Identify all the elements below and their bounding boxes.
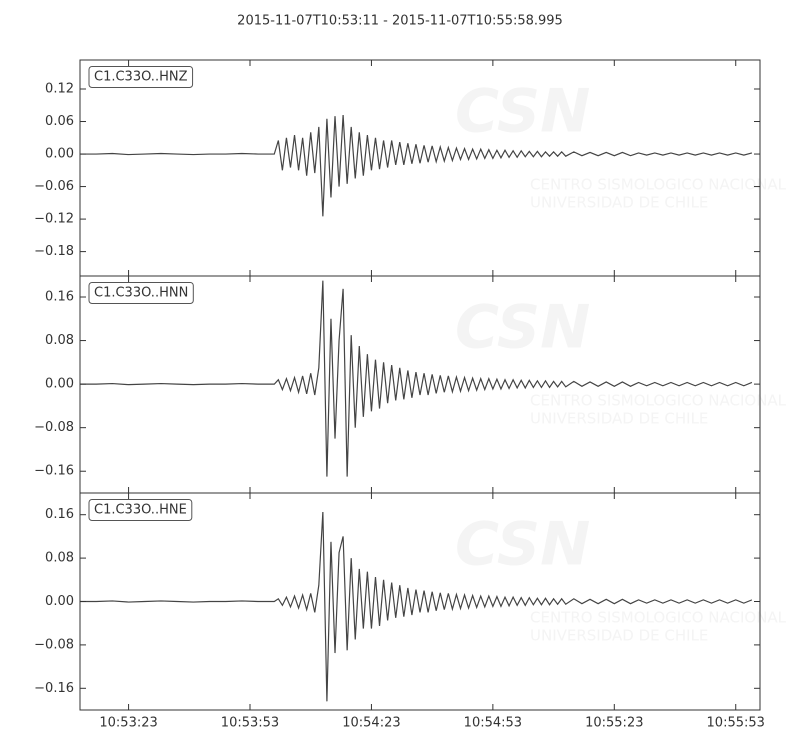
trace-label-box (88, 499, 193, 521)
watermark-text: CENTRO SISMOLOGICO NACIONAL (530, 176, 787, 194)
figure-title: 2015-11-07T10:53:11 - 2015-11-07T10:55:5… (237, 14, 563, 29)
y-tick-label: 0.00 (45, 594, 74, 609)
x-tick-label: 10:53:23 (99, 716, 157, 731)
y-tick-label: 0.16 (45, 507, 74, 522)
watermark-text: UNIVERSIDAD DE CHILE (530, 194, 708, 212)
x-tick-label: 10:53:53 (221, 716, 279, 731)
y-tick-label: −0.08 (34, 420, 74, 435)
x-tick-label: 10:55:23 (585, 716, 643, 731)
y-tick-label: 0.00 (45, 377, 74, 392)
x-tick-label: 10:54:23 (342, 716, 400, 731)
waveform (80, 114, 753, 217)
y-tick-label: −0.08 (34, 637, 74, 652)
y-tick-label: −0.18 (34, 244, 74, 259)
watermark-text: CENTRO SISMOLOGICO NACIONAL (530, 392, 787, 410)
axes-frame (79, 492, 761, 711)
watermark-logo: CSN (455, 77, 590, 147)
y-tick-label: 0.12 (45, 81, 74, 96)
trace-label: C1.C33O..HNN (94, 286, 188, 301)
trace-label: C1.C33O..HNZ (94, 70, 188, 85)
watermark-text: UNIVERSIDAD DE CHILE (530, 410, 708, 428)
y-tick-label: 0.08 (45, 333, 74, 348)
waveform (80, 511, 753, 702)
y-tick-label: −0.16 (34, 681, 74, 696)
x-tick-label: 10:55:53 (707, 716, 765, 731)
trace-label-box (88, 282, 194, 304)
y-tick-label: 0.06 (45, 114, 74, 129)
watermark-logo: CSN (455, 510, 590, 580)
watermark-text: UNIVERSIDAD DE CHILE (530, 627, 708, 645)
y-tick-label: 0.00 (45, 147, 74, 162)
trace-label-box (88, 66, 194, 88)
y-tick-label: −0.06 (34, 179, 74, 194)
y-tick-label: −0.12 (34, 212, 74, 227)
y-tick-label: −0.16 (34, 464, 74, 479)
watermark-text: CENTRO SISMOLOGICO NACIONAL (530, 609, 787, 627)
y-tick-label: 0.08 (45, 551, 74, 566)
trace-label: C1.C33O..HNE (94, 503, 187, 518)
waveform (80, 280, 753, 477)
watermark-logo: CSN (455, 293, 590, 363)
x-tick-label: 10:54:53 (464, 716, 522, 731)
y-tick-label: 0.16 (45, 290, 74, 305)
